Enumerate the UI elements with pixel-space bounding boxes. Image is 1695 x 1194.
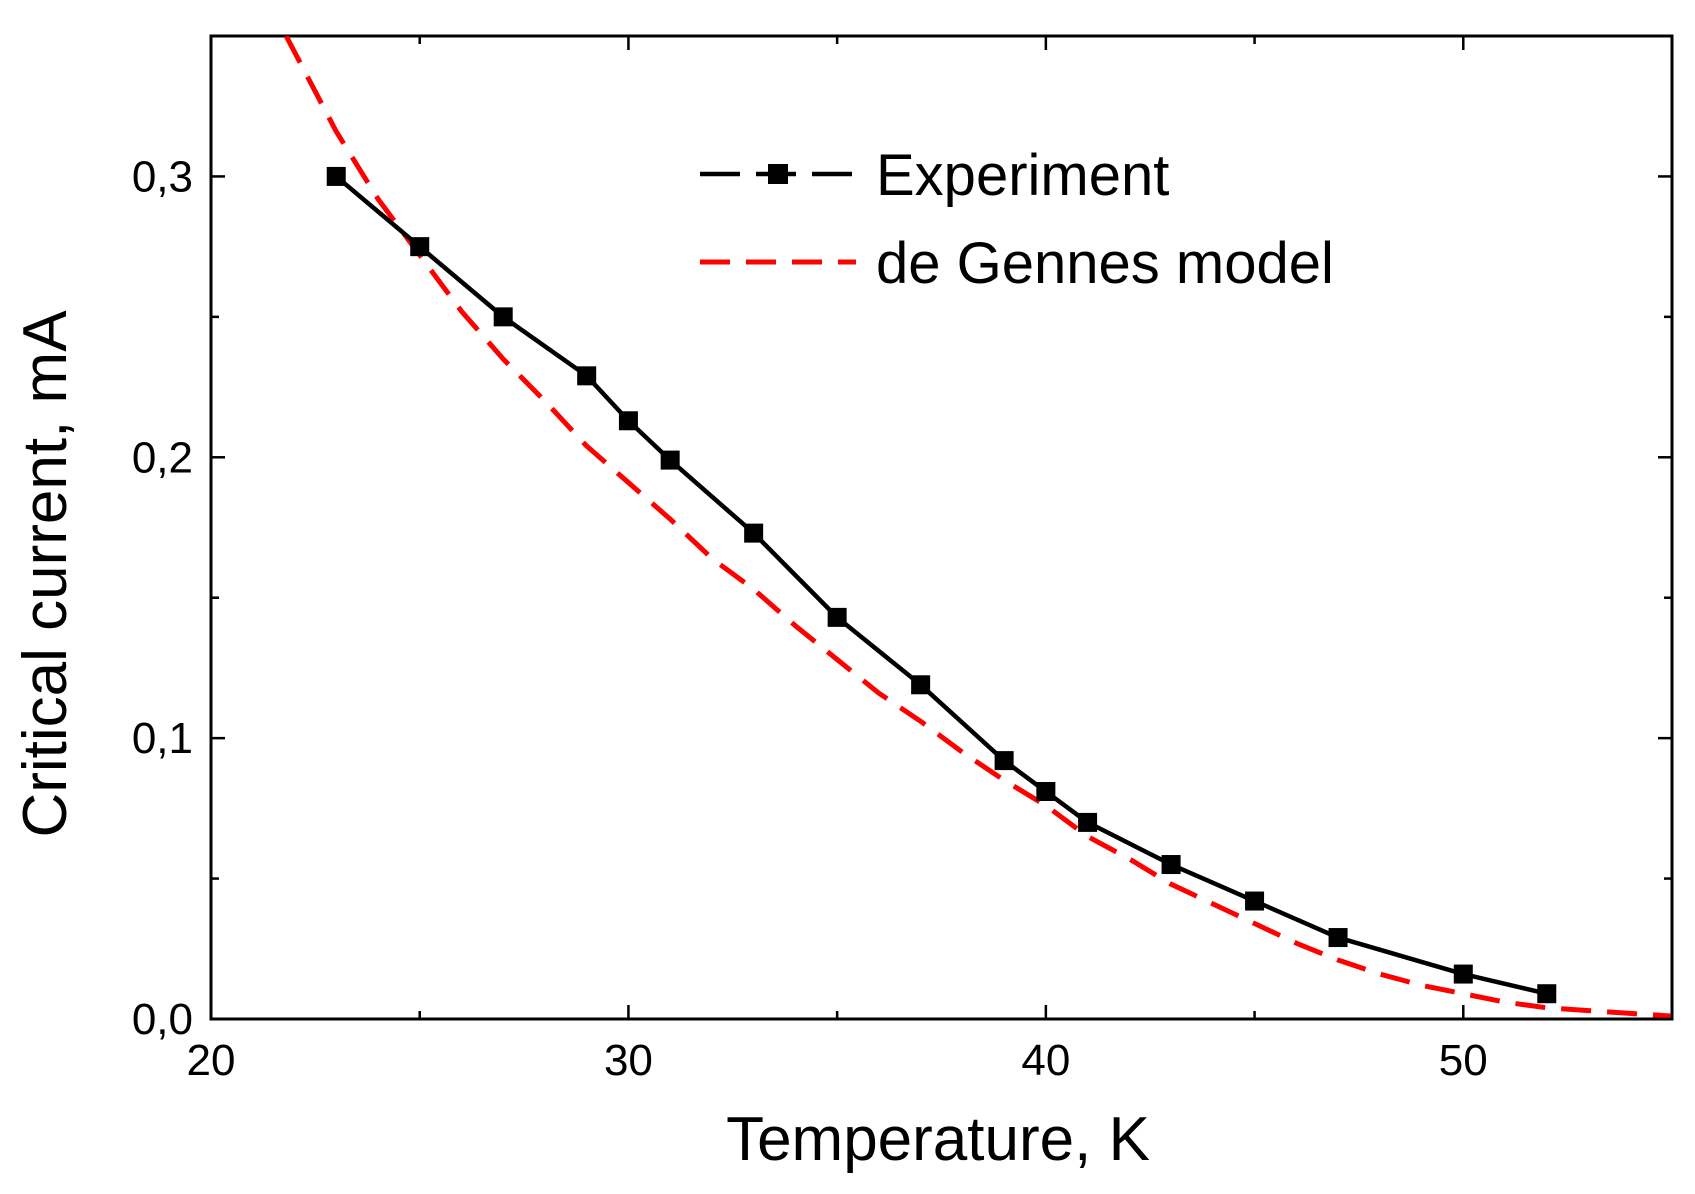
experiment-point bbox=[1161, 855, 1181, 875]
x-axis-title: Temperature, K bbox=[726, 1105, 1150, 1174]
experiment-point bbox=[1328, 928, 1348, 948]
legend-label-de-gennes-model: de Gennes model bbox=[876, 231, 1334, 296]
experiment-point bbox=[1453, 964, 1473, 984]
experiment-point bbox=[618, 411, 638, 431]
experiment-point bbox=[577, 366, 597, 386]
experiment-point bbox=[1245, 891, 1265, 911]
x-tick-label: 40 bbox=[1021, 1036, 1070, 1085]
experiment-point bbox=[911, 675, 931, 695]
legend-marker-experiment bbox=[768, 164, 788, 184]
experiment-point bbox=[994, 751, 1014, 771]
experiment-point bbox=[660, 450, 680, 470]
experiment-point bbox=[326, 166, 346, 186]
plot-frame bbox=[209, 34, 1674, 1021]
experiment-point bbox=[1078, 812, 1098, 832]
series-group bbox=[283, 36, 1672, 1019]
series-line-de-gennes-model bbox=[283, 36, 1672, 1019]
series-line-experiment bbox=[334, 174, 1548, 996]
experiment-point bbox=[1036, 782, 1056, 802]
y-tick-label: 0,0 bbox=[132, 995, 193, 1044]
experiment-point bbox=[410, 237, 430, 257]
experiment-point bbox=[744, 523, 764, 543]
experiment-point bbox=[827, 607, 847, 627]
y-tick-label: 0,1 bbox=[132, 714, 193, 763]
y-tick-label: 0,2 bbox=[132, 433, 193, 482]
experiment-point bbox=[493, 307, 513, 327]
x-tick-label: 50 bbox=[1439, 1036, 1488, 1085]
legend-label-experiment: Experiment bbox=[876, 143, 1169, 208]
x-tick-label: 30 bbox=[604, 1036, 653, 1085]
experiment-point bbox=[1537, 984, 1557, 1004]
y-tick-label: 0,3 bbox=[132, 152, 193, 201]
y-axis-title: Critical current, mA bbox=[11, 310, 80, 838]
x-tick-label: 20 bbox=[187, 1036, 236, 1085]
